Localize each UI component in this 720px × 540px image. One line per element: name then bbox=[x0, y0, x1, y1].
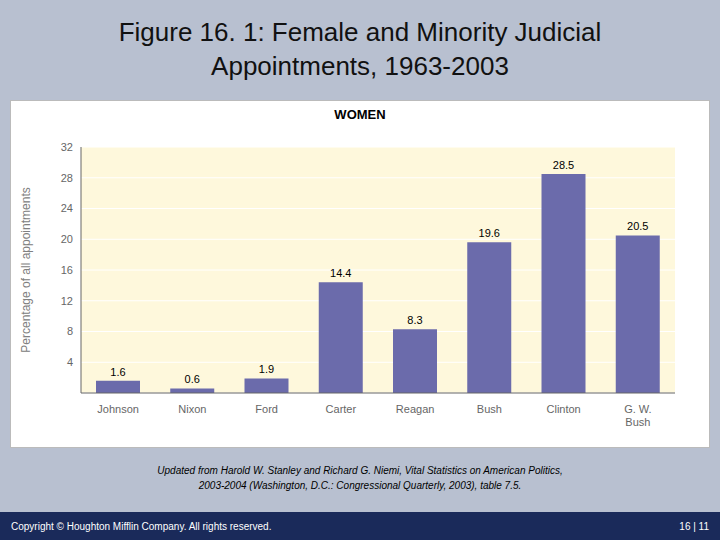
svg-text:Bush: Bush bbox=[477, 403, 502, 415]
svg-text:8: 8 bbox=[67, 325, 73, 337]
svg-text:24: 24 bbox=[61, 202, 73, 214]
svg-text:Ford: Ford bbox=[255, 403, 278, 415]
html-text:Figure 16. 1: Female and Minor: Figure 16. 1: Female and Minority Judici… bbox=[118, 17, 602, 81]
svg-text:Nixon: Nixon bbox=[178, 403, 206, 415]
html-text:Copyright © Houghton Mifflin C: Copyright © Houghton Mifflin Company. Al… bbox=[11, 520, 272, 532]
svg-text:1.9: 1.9 bbox=[259, 363, 274, 375]
svg-text:19.6: 19.6 bbox=[479, 227, 500, 239]
svg-text:1.6: 1.6 bbox=[110, 366, 125, 378]
svg-text:28.5: 28.5 bbox=[553, 159, 574, 171]
html-text:WOMEN: WOMEN bbox=[334, 107, 386, 122]
svg-text:20: 20 bbox=[61, 233, 73, 245]
svg-text:Percentage of all appointments: Percentage of all appointments bbox=[19, 187, 33, 352]
svg-text:32: 32 bbox=[61, 141, 73, 153]
svg-text:Johnson: Johnson bbox=[97, 403, 139, 415]
svg-text:G. W.Bush: G. W.Bush bbox=[624, 403, 652, 428]
svg-text:14.4: 14.4 bbox=[330, 267, 351, 279]
svg-text:16: 16 bbox=[61, 264, 73, 276]
html-text:16 | 11: 16 | 11 bbox=[679, 520, 709, 532]
html-text:Updated from Harold W. Stanley: Updated from Harold W. Stanley and Richa… bbox=[157, 465, 563, 491]
svg-text:Carter: Carter bbox=[326, 403, 357, 415]
svg-text:0.6: 0.6 bbox=[185, 373, 200, 385]
svg-text:Reagan: Reagan bbox=[396, 403, 435, 415]
svg-text:Clinton: Clinton bbox=[547, 403, 581, 415]
svg-text:28: 28 bbox=[61, 172, 73, 184]
svg-text:12: 12 bbox=[61, 295, 73, 307]
svg-text:8.3: 8.3 bbox=[407, 314, 422, 326]
svg-text:4: 4 bbox=[67, 356, 73, 368]
svg-text:20.5: 20.5 bbox=[627, 220, 648, 232]
